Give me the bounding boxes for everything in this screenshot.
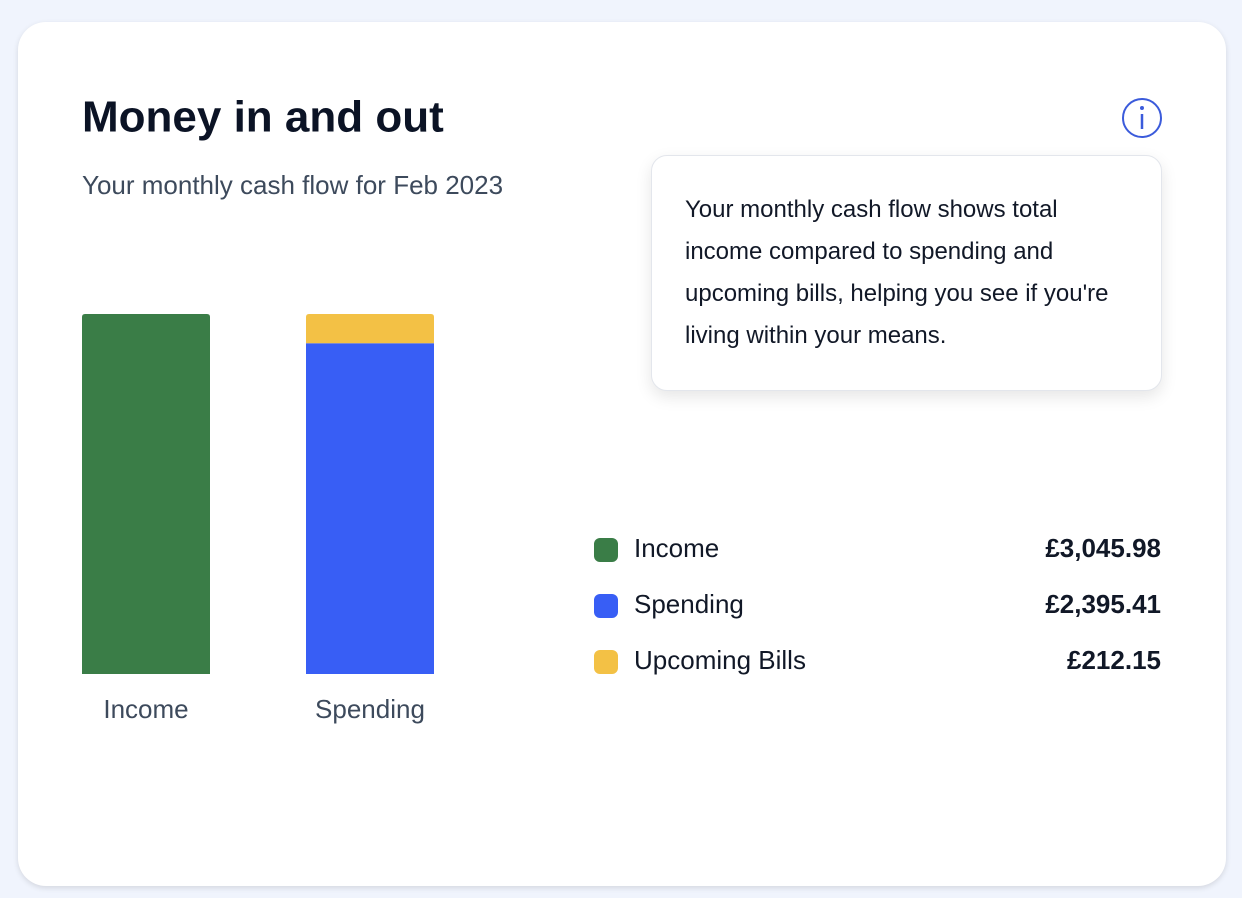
legend-swatch xyxy=(594,650,618,674)
legend-value: £2,395.41 xyxy=(1045,589,1161,619)
legend-value: £212.15 xyxy=(1067,645,1161,675)
legend-label: Spending xyxy=(634,589,744,619)
bar-segment xyxy=(82,314,210,674)
title: Money in and out xyxy=(82,93,444,142)
bar-segment xyxy=(306,343,434,674)
info-dot xyxy=(1140,106,1144,110)
subtitle: Your monthly cash flow for Feb 2023 xyxy=(82,170,503,200)
bar-segment xyxy=(306,314,434,344)
legend-swatch xyxy=(594,594,618,618)
legend-label: Income xyxy=(634,533,719,563)
legend-swatch xyxy=(594,538,618,562)
info-circle[interactable] xyxy=(1122,98,1162,138)
legend-value: £3,045.98 xyxy=(1045,533,1161,563)
category-label: Spending xyxy=(315,694,425,724)
legend-label: Upcoming Bills xyxy=(634,645,806,675)
category-label: Income xyxy=(103,694,188,724)
info-button[interactable] xyxy=(1122,98,1162,138)
tooltip: Your monthly cash flow shows total incom… xyxy=(651,155,1162,391)
